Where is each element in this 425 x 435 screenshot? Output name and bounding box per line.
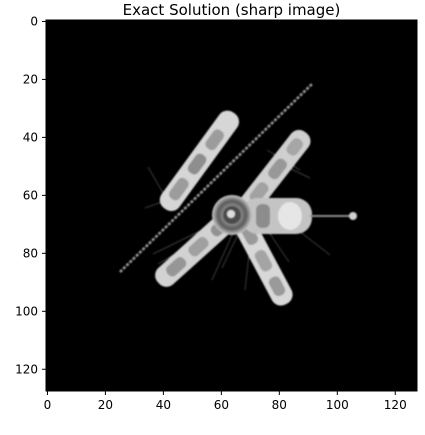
x-tick-label: 100 <box>326 398 349 412</box>
plot-area: 0 20 40 60 80 100 120 0 20 40 60 80 100 120 <box>15 14 418 412</box>
x-tick-label: 0 <box>44 398 52 412</box>
y-tick-label: 0 <box>30 14 38 28</box>
y-tick-label: 20 <box>23 72 38 86</box>
y-tick-label: 40 <box>23 130 38 144</box>
x-tick-label: 20 <box>98 398 113 412</box>
y-axis: 0 20 40 60 80 100 120 <box>15 14 46 376</box>
x-tick-label: 40 <box>156 398 171 412</box>
y-tick-label: 100 <box>15 304 38 318</box>
x-tick-label: 120 <box>384 398 407 412</box>
x-tick-label: 80 <box>272 398 287 412</box>
satellite-image <box>119 83 357 306</box>
chart-title: Exact Solution (sharp image) <box>123 1 341 19</box>
plot-frame <box>45 19 418 392</box>
y-tick-label: 120 <box>15 362 38 376</box>
x-axis: 0 20 40 60 80 100 120 <box>44 391 407 412</box>
y-tick-label: 60 <box>23 188 38 202</box>
y-tick-label: 80 <box>23 246 38 260</box>
x-tick-label: 60 <box>214 398 229 412</box>
